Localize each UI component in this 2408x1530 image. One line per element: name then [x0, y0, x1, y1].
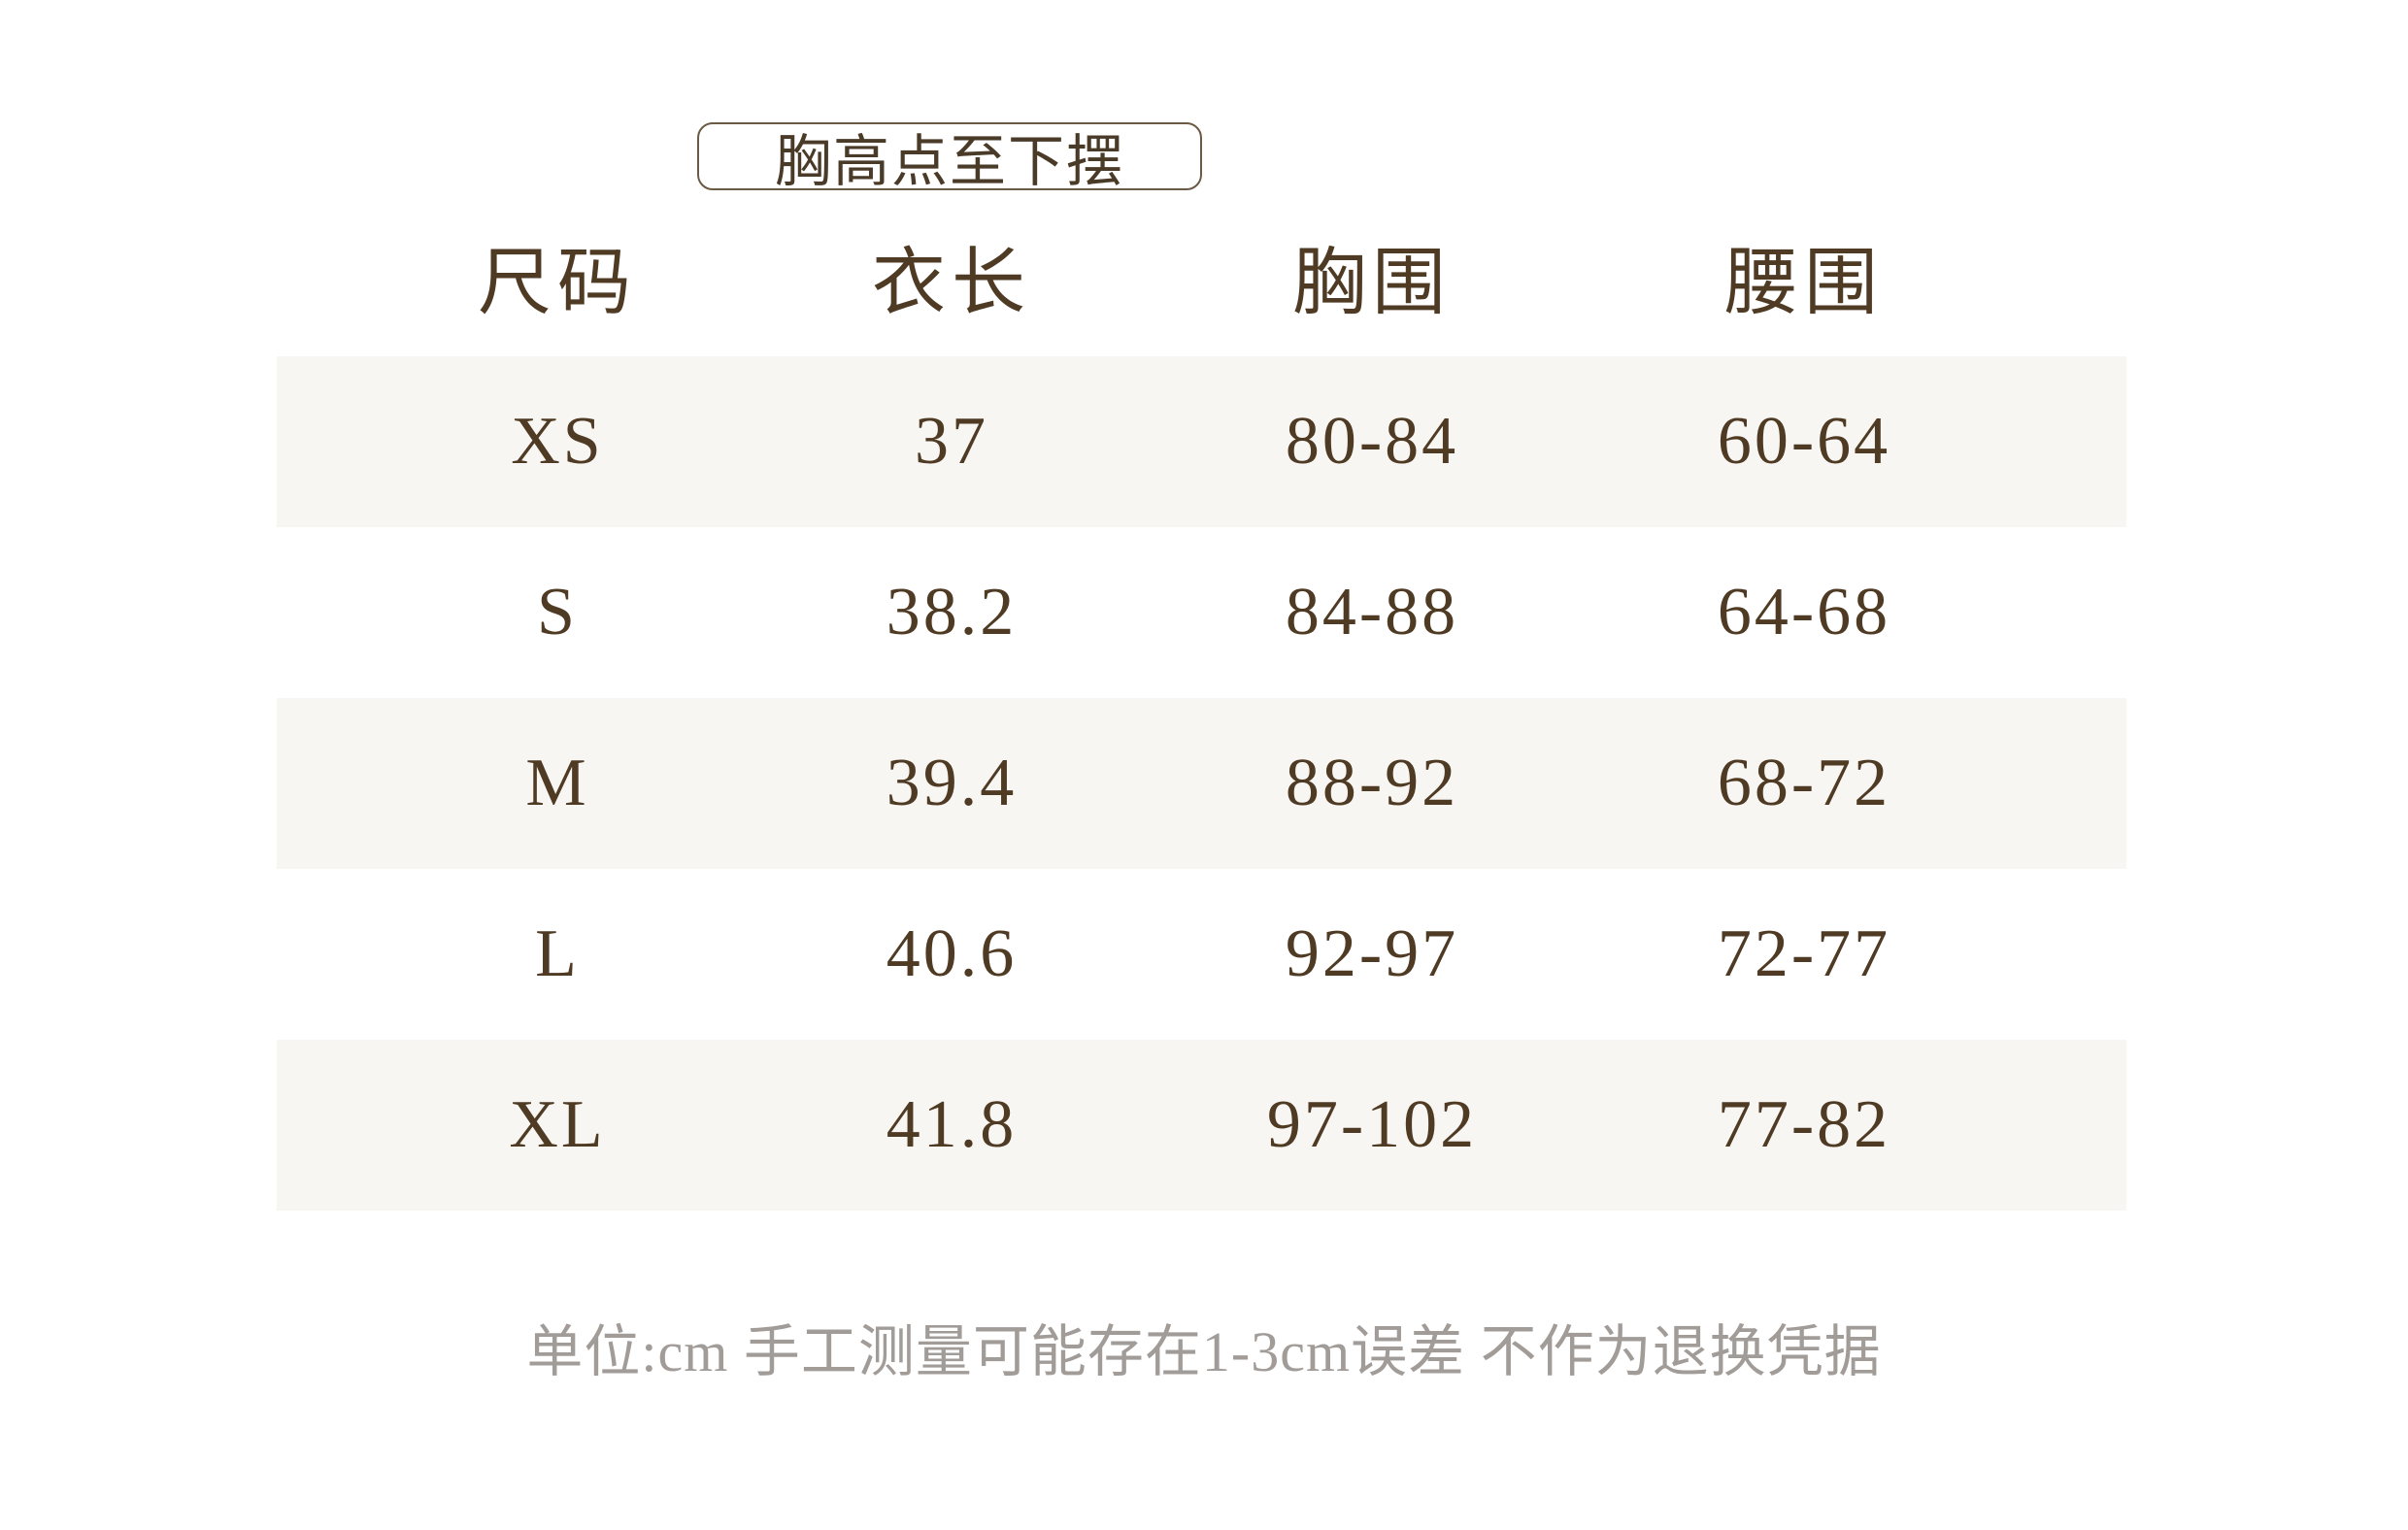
header-waist: 腰围 — [1724, 243, 1884, 324]
table-header: 尺码 衣长 胸围 腰围 — [277, 190, 2126, 361]
waist-cell: 72-77 — [1717, 916, 1891, 991]
table-row: L 40.6 92-97 72-77 — [277, 869, 2126, 1040]
length-cell: 39.4 — [886, 746, 1018, 820]
waist-cell: 77-82 — [1717, 1087, 1891, 1162]
waist-cell: 64-68 — [1717, 575, 1891, 649]
header-bust: 胸围 — [1292, 243, 1452, 324]
bust-cell: 88-92 — [1285, 746, 1459, 820]
size-cell: L — [535, 916, 580, 991]
waist-cell: 60-64 — [1717, 404, 1891, 479]
table-row: M 39.4 88-92 68-72 — [277, 698, 2126, 869]
length-cell: 38.2 — [886, 575, 1018, 649]
length-cell: 41.8 — [886, 1087, 1018, 1162]
table-row: S 38.2 84-88 64-68 — [277, 527, 2126, 698]
length-cell: 40.6 — [886, 916, 1018, 991]
size-cell: XS — [511, 404, 604, 479]
size-cell: M — [525, 746, 589, 820]
table-row: XL 41.8 97-102 77-82 — [277, 1040, 2126, 1211]
footer-note: 单位:cm 手工测量可能存在1-3cm误差 不作为退换凭据 — [526, 1320, 1882, 1383]
bust-cell: 84-88 — [1285, 575, 1459, 649]
bust-cell: 97-102 — [1266, 1087, 1478, 1162]
table-row: XS 37 80-84 60-64 — [277, 356, 2126, 527]
size-cell: S — [537, 575, 578, 649]
bust-cell: 80-84 — [1285, 404, 1459, 479]
measurement-note-badge: 胸高点至下摆 — [697, 122, 1202, 193]
size-cell: XL — [509, 1087, 606, 1162]
header-length: 衣长 — [872, 243, 1031, 324]
length-cell: 37 — [915, 404, 988, 479]
header-size: 尺码 — [478, 243, 637, 324]
bust-cell: 92-97 — [1285, 916, 1459, 991]
waist-cell: 68-72 — [1717, 746, 1891, 820]
